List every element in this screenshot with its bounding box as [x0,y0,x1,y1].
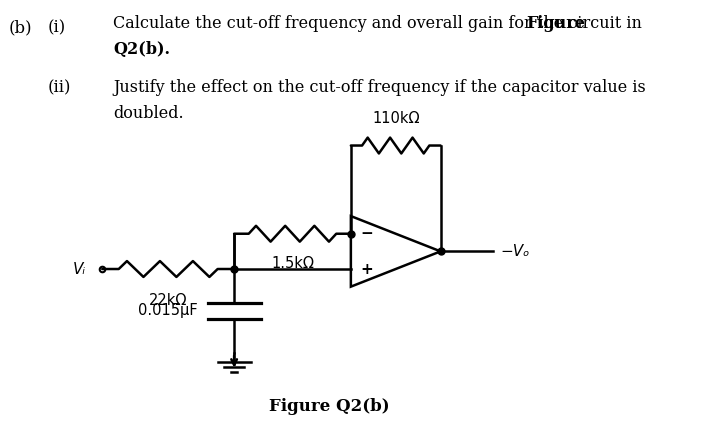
Text: −: − [361,226,374,241]
Text: Figure Q2(b): Figure Q2(b) [270,397,390,415]
Text: doubled.: doubled. [113,105,184,122]
Text: Justify the effect on the cut-off frequency if the capacitor value is: Justify the effect on the cut-off freque… [113,79,646,97]
Text: Figure: Figure [526,15,585,33]
Text: (b): (b) [9,20,32,37]
Text: 0.015μF: 0.015μF [138,303,198,318]
Text: 1.5kΩ: 1.5kΩ [271,256,314,271]
Text: (i): (i) [47,20,65,37]
Text: Calculate the cut-off frequency and overall gain for the circuit in: Calculate the cut-off frequency and over… [113,15,648,33]
Text: Q2(b).: Q2(b). [113,41,170,58]
Text: 110kΩ: 110kΩ [372,111,419,126]
Text: Vᵢ: Vᵢ [73,262,86,277]
Text: (ii): (ii) [47,79,71,97]
Text: −Vₒ: −Vₒ [500,244,529,259]
Text: 22kΩ: 22kΩ [149,293,188,308]
Text: +: + [361,262,374,277]
